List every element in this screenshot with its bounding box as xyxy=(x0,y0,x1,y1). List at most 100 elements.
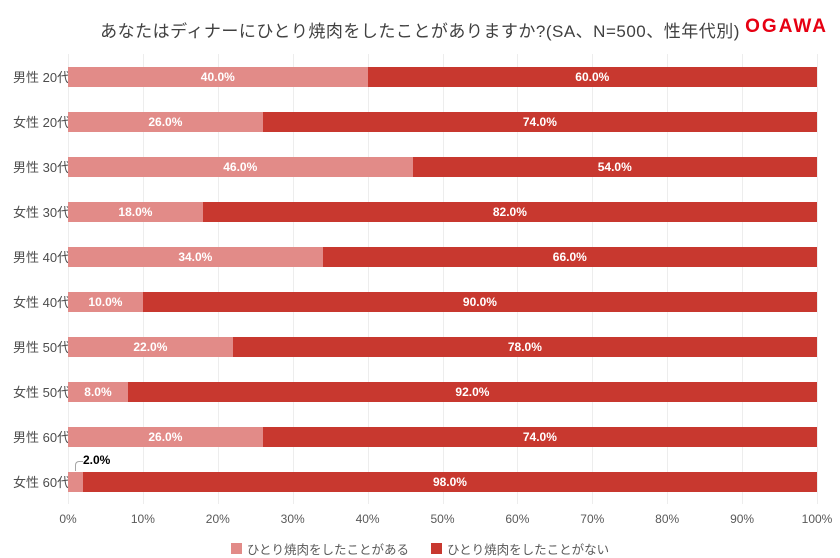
bar-segment-no: 78.0% xyxy=(232,336,817,357)
value-label-yes: 34.0% xyxy=(178,249,213,264)
gridline xyxy=(817,54,818,504)
category-label: 男性 60代 xyxy=(13,430,71,445)
bar-row: 女性 20代 26.0% 74.0% xyxy=(0,99,840,144)
bar-segment-yes: 22.0% xyxy=(68,336,233,357)
bar-rows: 男性 20代 40.0% 60.0% 女性 20代 26.0% 74.0% 男性… xyxy=(0,54,840,504)
bar-segment-yes xyxy=(68,471,83,492)
x-axis: 0% 10% 20% 30% 40% 50% 60% 70% 80% 90% 100% xyxy=(59,512,832,530)
bar-row: 男性 60代 26.0% 74.0% xyxy=(0,414,840,459)
value-label-no: 60.0% xyxy=(575,69,610,84)
value-label-no: 66.0% xyxy=(552,249,587,264)
category-label: 男性 30代 xyxy=(13,160,71,175)
bar-segment-yes: 18.0% xyxy=(68,201,203,222)
bar-track: 26.0% 74.0% xyxy=(68,111,817,132)
callout-leader-line xyxy=(75,460,83,471)
gridline xyxy=(592,54,594,504)
bar-segment-yes: 26.0% xyxy=(68,111,263,132)
chart-header: あなたはディナーにひとり焼肉をしたことがありますか?(SA、N=500、性年代別… xyxy=(0,0,840,50)
bar-segment-no: 82.0% xyxy=(202,201,817,222)
bar-segment-yes: 10.0% xyxy=(68,291,143,312)
value-label-no: 82.0% xyxy=(492,204,527,219)
legend-item-no: ひとり焼肉をしたことがない xyxy=(431,539,609,558)
gridline xyxy=(142,54,144,504)
gridline xyxy=(68,54,69,504)
category-label: 男性 20代 xyxy=(13,70,71,85)
chart-title: あなたはディナーにひとり焼肉をしたことがありますか?(SA、N=500、性年代別… xyxy=(100,22,740,41)
stacked-bar-chart: 男性 20代 40.0% 60.0% 女性 20代 26.0% 74.0% 男性… xyxy=(0,54,840,504)
x-tick-label: 10% xyxy=(130,512,155,526)
gridline xyxy=(292,54,294,504)
value-label-no: 74.0% xyxy=(522,429,557,444)
bar-row: 女性 60代 98.0% 2.0% xyxy=(0,453,840,504)
bar-segment-no: 54.0% xyxy=(412,156,817,177)
category-label: 男性 50代 xyxy=(13,340,71,355)
bar-track: 18.0% 82.0% xyxy=(68,201,817,222)
bar-segment-no: 66.0% xyxy=(322,246,817,267)
bar-row: 男性 20代 40.0% 60.0% xyxy=(0,54,840,99)
x-tick-label: 20% xyxy=(205,512,230,526)
x-tick-label: 60% xyxy=(505,512,530,526)
gridline xyxy=(367,54,369,504)
value-label-yes: 10.0% xyxy=(88,294,123,309)
callout-value-label: 2.0% xyxy=(83,452,111,467)
x-tick-label: 50% xyxy=(430,512,455,526)
legend-swatch-yes-icon xyxy=(230,543,242,554)
category-label: 女性 40代 xyxy=(13,295,71,310)
bar-segment-no: 98.0% xyxy=(82,471,817,492)
ogawa-logo: OGAWA xyxy=(745,16,828,37)
legend-swatch-no-icon xyxy=(431,543,442,554)
bar-segment-no: 74.0% xyxy=(262,426,817,447)
bar-track: 46.0% 54.0% xyxy=(68,156,817,177)
x-tick-label: 90% xyxy=(730,512,755,526)
bar-row: 女性 40代 10.0% 90.0% xyxy=(0,279,840,324)
bar-track: 10.0% 90.0% xyxy=(68,291,817,312)
bar-track: 40.0% 60.0% xyxy=(68,66,817,87)
gridline xyxy=(667,54,669,504)
value-label-no: 90.0% xyxy=(462,294,497,309)
bar-track: 26.0% 74.0% xyxy=(68,426,817,447)
x-tick-label: 70% xyxy=(580,512,605,526)
value-label-yes: 46.0% xyxy=(223,159,258,174)
bar-track: 34.0% 66.0% xyxy=(68,246,817,267)
value-label-yes: 26.0% xyxy=(148,429,183,444)
category-label: 女性 50代 xyxy=(13,385,71,400)
gridline-layer xyxy=(68,54,818,504)
legend-item-yes: ひとり焼肉をしたことがある xyxy=(230,539,409,558)
x-tick-label: 100% xyxy=(801,512,833,526)
gridline xyxy=(517,54,519,504)
value-label-no: 92.0% xyxy=(455,384,490,399)
category-label: 女性 20代 xyxy=(13,115,71,130)
value-label-yes: 22.0% xyxy=(133,339,168,354)
bar-row: 女性 50代 8.0% 92.0% xyxy=(0,369,840,414)
bar-track: 22.0% 78.0% xyxy=(68,336,817,357)
value-label-yes: 8.0% xyxy=(84,384,112,399)
bar-segment-no: 90.0% xyxy=(142,291,817,312)
legend-label-yes: ひとり焼肉をしたことがある xyxy=(246,543,409,557)
x-tick-label: 40% xyxy=(355,512,380,526)
x-tick-label: 30% xyxy=(280,512,305,526)
value-label-yes: 18.0% xyxy=(118,204,153,219)
bar-track: 8.0% 92.0% xyxy=(68,381,817,402)
x-tick-label: 0% xyxy=(59,512,77,526)
bar-row: 男性 50代 22.0% 78.0% xyxy=(0,324,840,369)
value-label-no: 74.0% xyxy=(522,114,557,129)
bar-segment-no: 60.0% xyxy=(367,66,817,87)
value-label-yes: 40.0% xyxy=(200,69,235,84)
bar-row: 男性 40代 34.0% 66.0% xyxy=(0,234,840,279)
category-label: 女性 60代 xyxy=(13,475,71,490)
bar-segment-no: 92.0% xyxy=(127,381,817,402)
bar-track: 98.0% 2.0% xyxy=(68,453,817,492)
bar-row: 男性 30代 46.0% 54.0% xyxy=(0,144,840,189)
category-label: 男性 40代 xyxy=(13,250,71,265)
bar-segment-yes: 8.0% xyxy=(68,381,128,402)
legend-label-no: ひとり焼肉をしたことがない xyxy=(447,543,610,557)
category-label: 女性 30代 xyxy=(13,205,71,220)
value-label-yes: 26.0% xyxy=(148,114,183,129)
value-label-no: 54.0% xyxy=(597,159,632,174)
bar-segment-yes: 46.0% xyxy=(68,156,413,177)
chart-legend: ひとり焼肉をしたことがある ひとり焼肉をしたことがない xyxy=(0,539,840,558)
bar-segment-yes: 34.0% xyxy=(68,246,323,267)
bar-segment-no: 74.0% xyxy=(262,111,817,132)
bar-segment-yes: 26.0% xyxy=(68,426,263,447)
x-tick-label: 80% xyxy=(655,512,680,526)
